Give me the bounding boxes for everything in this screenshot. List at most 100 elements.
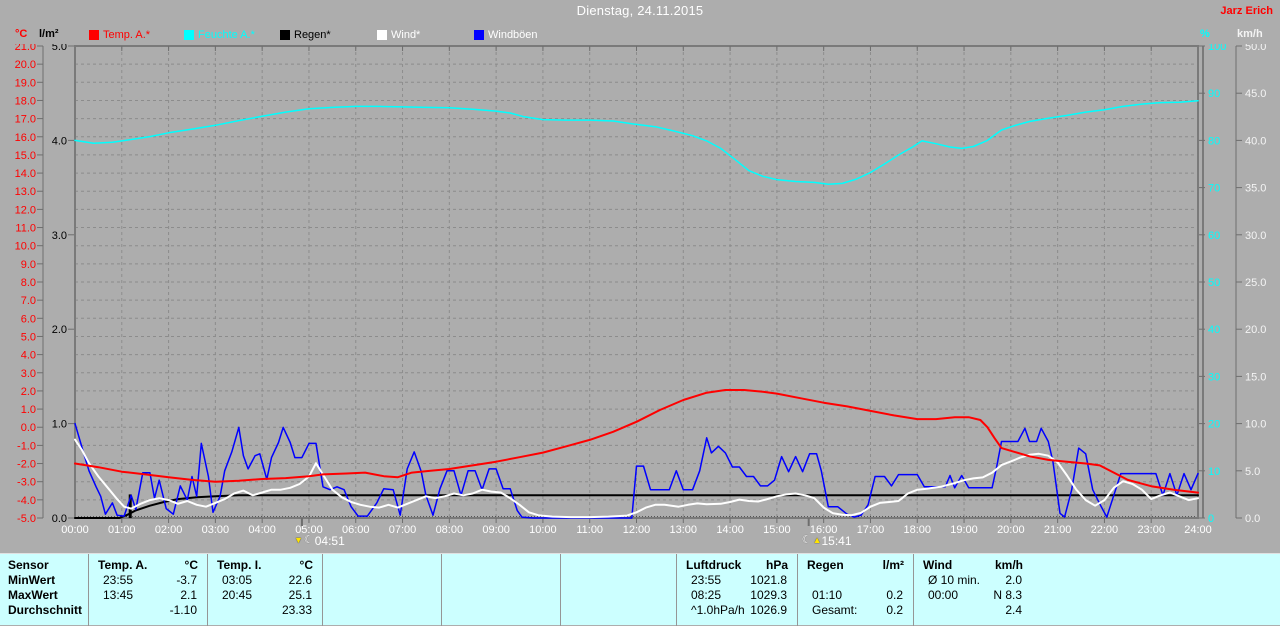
regen-total-label: Gesamt: [812, 603, 858, 617]
temp-axis-tick-label: 16.0 [15, 132, 36, 144]
temp-axis-tick-label: 7.0 [21, 295, 36, 307]
wind-max-row: 00:00 N 8.3 [914, 588, 1032, 603]
moon-up-arrow-icon: ▲ [812, 535, 822, 545]
weather-plot: 21.0 20.0 19.0 18.0 17.0 16.0 15.0 14.0 13.0 12.0… [15, 44, 1267, 536]
luftdruck-max-row: 08:25 1029.3 [677, 588, 797, 603]
rain-series-swatch-icon [280, 29, 290, 40]
x-axis-tick-label: 12:00 [623, 524, 651, 536]
temp-axis-unit-label: °C [15, 28, 28, 40]
moonrise-time-label: 15:41 [821, 534, 852, 548]
rain-axis-tick-label: 5.0 [52, 44, 67, 53]
regen-unit: l/m² [882, 558, 904, 572]
crescent-moon-icon: ☾ [801, 534, 812, 546]
table-column-temp-i: Temp. I. °C 03:05 22.6 20:45 25.1 23.33 [207, 554, 322, 626]
luftdruck-max-time: 08:25 [691, 588, 722, 602]
temp-a-min-time: 23:55 [103, 573, 134, 587]
luftdruck-trend: ^1.0hPa/h [691, 603, 745, 617]
x-axis-tick-label: 04:00 [248, 524, 276, 536]
temp-a-min-value: -3.7 [176, 573, 197, 587]
humidity-axis-tick-label: 100 [1208, 44, 1226, 53]
regen-max-value: 0.2 [886, 588, 903, 602]
x-axis-tick-label: 22:00 [1091, 524, 1119, 536]
temp-a-max-value: 2.1 [180, 588, 197, 602]
moonrise-marker: ☾ ▲ 15:41 [801, 534, 852, 548]
rain-axis-tick-label: 2.0 [52, 324, 67, 336]
crescent-moon-icon: ☾ [303, 534, 314, 546]
temp-axis-tick-label: -1.0 [17, 440, 36, 452]
user-name: Jarz Erich [1220, 5, 1273, 17]
temp-i-avg-row: 23.33 [208, 603, 322, 618]
humidity-axis-tick-label: 40 [1208, 324, 1220, 336]
temp-a-min-row: 23:55 -3.7 [89, 573, 207, 588]
x-axis-tick-label: 11:00 [576, 524, 603, 536]
x-axis-tick-label: 08:00 [436, 524, 464, 536]
temp-a-header: Temp. A. [98, 558, 148, 572]
wind-avg-row: 2.4 [914, 603, 1032, 618]
moonset-time-label: 04:51 [314, 534, 345, 548]
temp-axis-tick-label: 18.0 [15, 95, 36, 107]
legend-label-temp: Temp. A.* [103, 28, 151, 41]
luftdruck-trend-row: ^1.0hPa/h 1026.9 [677, 603, 797, 618]
temp-axis-tick-label: 5.0 [21, 331, 36, 343]
legend-item-wind: Wind* [377, 28, 420, 41]
table-column-empty-1 [322, 554, 441, 626]
legend-label-wind: Wind* [391, 28, 421, 41]
x-axis-tick-label: 01:00 [108, 524, 136, 536]
wind-axis-unit-label: km/h [1237, 28, 1263, 40]
gusts-series-swatch-icon [474, 29, 484, 40]
temp-a-avg-value: -1.10 [169, 603, 197, 617]
temp-axis-tick-label: 17.0 [15, 114, 36, 126]
regen-min-row [798, 573, 913, 588]
luftdruck-unit: hPa [765, 558, 788, 572]
temp-axis-tick-label: 11.0 [15, 223, 36, 235]
table-column-regen: Regen l/m² 01:10 0.2 Gesamt: 0.2 [797, 554, 913, 626]
regen-max-time: 01:10 [812, 588, 843, 602]
temp-i-min-time: 03:05 [222, 573, 253, 587]
temp-axis-tick-label: 15.0 [15, 150, 36, 162]
temp-a-unit: °C [184, 558, 198, 572]
series-wind-wind [74, 438, 1199, 519]
x-axis-tick-label: 15:00 [763, 524, 791, 536]
humidity-axis-tick-label: 0 [1208, 513, 1214, 525]
temp-axis-tick-label: 19.0 [15, 77, 36, 89]
regen-max-row: 01:10 0.2 [798, 588, 913, 603]
x-axis-tick-label: 07:00 [389, 524, 417, 536]
series-humidity-feuchtea [74, 100, 1199, 186]
temp-a-max-time: 13:45 [103, 588, 134, 602]
regen-header-row: Regen l/m² [798, 558, 913, 573]
luftdruck-header: Luftdruck [686, 558, 742, 572]
legend-label-humidity: Feuchte A.* [198, 28, 255, 41]
temp-axis-tick-label: -5.0 [17, 513, 36, 525]
legend-item-rain: Regen* [280, 28, 331, 41]
x-axis-tick-label: 18:00 [903, 524, 931, 536]
temp-axis-tick-label: 8.0 [21, 277, 36, 289]
x-axis-tick-label: 02:00 [155, 524, 183, 536]
x-axis-tick-label: 19:00 [950, 524, 978, 536]
wind-axis-tick-label: 20.0 [1245, 324, 1266, 336]
x-axis-tick-label: 13:00 [670, 524, 698, 536]
temp-axis-tick-label: 20.0 [15, 59, 36, 71]
temp-axis-tick-label: 3.0 [21, 368, 36, 380]
table-column-luftdruck: Luftdruck hPa 23:55 1021.8 08:25 1029.3 … [676, 554, 797, 626]
temp-series-swatch-icon [89, 29, 99, 40]
temp-axis-tick-label: 6.0 [21, 313, 36, 325]
rain-axis-tick-label: 4.0 [52, 135, 67, 147]
wind-avg10-row: Ø 10 min. 2.0 [914, 573, 1032, 588]
wind-header: Wind [923, 558, 953, 572]
temp-i-avg-value: 23.33 [281, 603, 312, 617]
luftdruck-min-value: 1021.8 [750, 573, 787, 587]
temp-axis-tick-label: 1.0 [21, 404, 36, 416]
x-axis-tick-label: 24:00 [1184, 524, 1212, 536]
luftdruck-min-time: 23:55 [691, 573, 722, 587]
row-label-durchschnitt: Durchschnitt [8, 603, 83, 617]
wind-axis-tick-label: 0.0 [1245, 513, 1260, 525]
wind-series-swatch-icon [377, 29, 387, 40]
humidity-series-swatch-icon [184, 29, 194, 40]
x-axis-tick-label: 21:00 [1044, 524, 1072, 536]
legend-label-gusts: Windböen [488, 28, 538, 41]
series-wind-windben [74, 422, 1199, 519]
temp-axis-tick-label: -4.0 [17, 495, 36, 507]
temp-a-max-row: 13:45 2.1 [89, 588, 207, 603]
legend-item-humidity: Feuchte A.* [184, 28, 255, 41]
wind-unit: km/h [994, 558, 1023, 572]
